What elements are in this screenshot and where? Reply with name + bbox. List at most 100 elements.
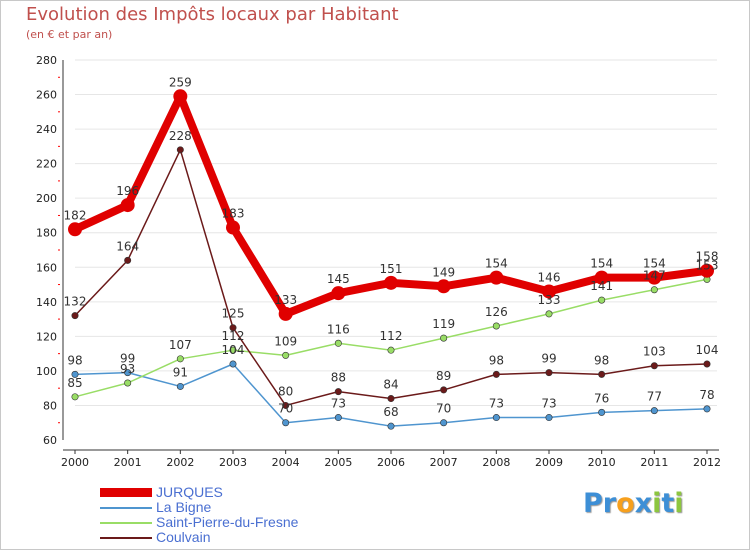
data-label-jurques-2003: 183 [222,207,245,221]
data-label-labigne-2008: 73 [489,397,504,411]
logo-letter: i [674,488,684,519]
logo-letter: P [583,488,603,519]
legend-swatch-la-bigne [100,507,152,509]
data-label-labigne-2007: 70 [436,402,451,416]
x-tick-label-2007: 2007 [430,456,458,469]
data-label-labigne-2001: 99 [120,352,135,366]
legend-label-la-bigne: La Bigne [156,499,212,515]
data-label-coulvain-2001: 164 [116,239,139,253]
data-point-labigne-2011 [650,407,658,415]
data-label-jurques-2011: 154 [643,257,666,271]
line-chart: 60 80 100 120 140 160 180 200 220 240 260 280 2000 20… [36,54,721,469]
data-label-coulvain-2007: 89 [436,369,451,383]
data-point-jurques-2000 [68,222,82,237]
data-label-coulvain-2000: 132 [64,295,87,309]
x-tick-label-2000: 2000 [61,456,89,469]
data-point-labigne-2004 [282,419,290,427]
data-point-coulvain-2008 [492,370,500,378]
data-label-jurques-2001: 196 [116,184,139,198]
data-label-jurques-2004: 133 [274,293,297,307]
data-point-labigne-2012 [703,405,711,413]
x-tick-label-2010: 2010 [588,456,616,469]
data-label-coulvain-2003: 125 [222,307,245,321]
x-tick-label-2008: 2008 [482,456,510,469]
data-point-saintpierre-2011 [650,286,658,294]
data-label-labigne-2009: 73 [541,397,556,411]
data-point-saintpierre-2008 [492,322,500,330]
y-tick-label-220: 220 [36,158,57,171]
data-label-saintpierre-2003: 112 [222,329,245,343]
data-point-saintpierre-2001 [124,379,132,387]
data-label-saintpierre-2011: 147 [643,269,666,283]
data-point-labigne-2000 [71,370,79,378]
data-point-coulvain-2004 [282,401,290,409]
x-tick-label-2005: 2005 [324,456,352,469]
data-label-saintpierre-2010: 141 [590,279,613,293]
data-point-coulvain-2000 [71,312,79,320]
data-label-coulvain-2006: 84 [383,378,398,392]
data-point-coulvain-2003 [229,324,237,332]
data-point-coulvain-2006 [387,395,395,403]
data-point-jurques-2005 [331,286,346,301]
x-tick-label-2009: 2009 [535,456,563,469]
data-label-coulvain-2010: 98 [594,353,609,367]
y-tick-label-260: 260 [36,89,57,102]
data-label-labigne-2003: 104 [222,343,245,357]
y-tick-label-200: 200 [36,192,57,205]
data-point-jurques-2002 [173,89,188,104]
legend-swatch-jurques [100,488,152,497]
data-point-jurques-2012 [700,263,714,278]
data-label-saintpierre-2004: 109 [274,334,297,348]
x-tick-label-2001: 2001 [114,456,142,469]
data-point-saintpierre-2007 [440,334,448,342]
data-point-coulvain-2001 [124,256,132,264]
y-tick-label-60: 60 [43,434,57,447]
data-point-labigne-2008 [492,414,500,422]
data-label-labigne-2010: 76 [594,391,609,405]
data-label-saintpierre-2000: 85 [67,376,82,390]
data-label-jurques-2000: 182 [64,208,87,222]
data-point-labigne-2003 [229,360,237,368]
data-label-jurques-2006: 151 [380,262,403,276]
data-label-labigne-2002: 91 [173,365,188,379]
legend-label-jurques: JURQUES [156,484,223,500]
data-label-saintpierre-2008: 126 [485,305,508,319]
data-label-saintpierre-2009: 133 [538,293,561,307]
data-label-coulvain-2011: 103 [643,345,666,359]
data-point-saintpierre-2009 [545,310,553,318]
data-point-saintpierre-2005 [334,339,342,347]
logo-letter: r [602,488,617,519]
data-label-saintpierre-2005: 116 [327,322,350,336]
data-point-jurques-2003 [226,220,240,235]
data-labels: 182 196 259 183 133 145 151 149 154 146 154 154 158 9… [64,75,719,419]
data-label-saintpierre-2006: 112 [380,329,403,343]
y-tick-label-280: 280 [36,54,57,67]
legend-swatch-coulvain [100,537,152,539]
proxiti-logo: Proxiti [583,488,684,519]
x-tick-label-2011: 2011 [640,456,668,469]
data-point-labigne-2007 [440,419,448,427]
y-tick-label-100: 100 [36,365,57,378]
data-point-coulvain-2002 [176,146,184,154]
x-tick-label-2006: 2006 [377,456,405,469]
data-label-jurques-2010: 154 [590,257,613,271]
data-label-labigne-2000: 98 [67,353,82,367]
data-label-saintpierre-2001: 93 [120,362,135,376]
data-label-coulvain-2009: 99 [541,352,556,366]
data-point-jurques-2010 [594,270,609,285]
data-label-coulvain-2002: 228 [169,129,192,143]
data-point-jurques-2006 [384,275,398,290]
x-tick-label-2012: 2012 [693,456,721,469]
data-label-jurques-2007: 149 [432,265,455,279]
data-point-jurques-2009 [542,284,556,299]
data-point-saintpierre-2002 [176,355,184,363]
legend-swatch-saint-pierre-du-fresne [100,522,152,524]
y-tick-label-160: 160 [36,261,57,274]
x-tick-label-2003: 2003 [219,456,247,469]
data-point-jurques-2008 [489,270,504,285]
data-point-labigne-2006 [387,422,395,430]
data-point-coulvain-2009 [545,369,553,377]
data-point-saintpierre-2010 [598,296,606,304]
data-label-jurques-2009: 146 [538,270,561,284]
y-tick-label-240: 240 [36,123,57,136]
